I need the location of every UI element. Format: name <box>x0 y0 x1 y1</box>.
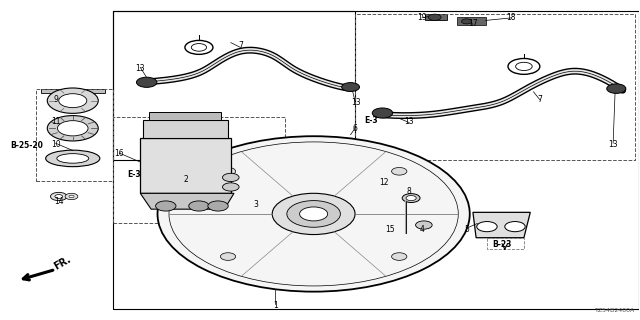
Polygon shape <box>143 120 228 138</box>
Circle shape <box>415 221 432 229</box>
Text: 14: 14 <box>54 197 63 206</box>
Circle shape <box>220 253 236 260</box>
Text: 13: 13 <box>351 99 360 108</box>
Text: 13: 13 <box>136 63 145 73</box>
Text: 19: 19 <box>417 13 427 22</box>
Circle shape <box>47 88 99 113</box>
Polygon shape <box>140 193 234 209</box>
Polygon shape <box>41 89 105 93</box>
Text: 2: 2 <box>184 174 189 184</box>
Circle shape <box>505 221 525 232</box>
Polygon shape <box>425 14 447 20</box>
Circle shape <box>477 221 497 232</box>
Circle shape <box>287 201 340 227</box>
Circle shape <box>51 192 67 201</box>
Circle shape <box>607 84 626 93</box>
Text: 12: 12 <box>379 178 388 187</box>
Text: FR.: FR. <box>52 254 73 272</box>
Text: 13: 13 <box>608 140 618 148</box>
Circle shape <box>208 201 228 211</box>
Text: 10: 10 <box>51 140 60 148</box>
Circle shape <box>136 77 157 87</box>
Circle shape <box>300 207 328 221</box>
Circle shape <box>69 195 74 198</box>
Circle shape <box>428 14 441 20</box>
Circle shape <box>189 201 209 211</box>
Polygon shape <box>149 112 221 120</box>
Text: 7: 7 <box>538 95 542 104</box>
Polygon shape <box>388 180 399 187</box>
Polygon shape <box>457 17 486 25</box>
Circle shape <box>406 196 416 201</box>
Circle shape <box>220 167 236 175</box>
Text: 6: 6 <box>353 124 358 133</box>
Circle shape <box>223 183 239 191</box>
Text: 13: 13 <box>404 117 414 126</box>
Circle shape <box>272 193 355 235</box>
Text: 5: 5 <box>464 225 469 234</box>
Circle shape <box>402 194 420 203</box>
Circle shape <box>58 121 88 136</box>
Text: 4: 4 <box>419 225 424 234</box>
Circle shape <box>342 83 360 92</box>
Polygon shape <box>140 138 231 193</box>
Polygon shape <box>473 212 531 238</box>
Circle shape <box>372 108 393 118</box>
Circle shape <box>392 167 407 175</box>
Text: 15: 15 <box>385 225 395 234</box>
Text: 3: 3 <box>254 200 259 209</box>
Text: 7: 7 <box>238 41 243 50</box>
Text: TZ54B2400A: TZ54B2400A <box>595 308 636 313</box>
Text: 17: 17 <box>468 19 477 28</box>
Circle shape <box>461 19 472 24</box>
Text: 11: 11 <box>51 117 60 126</box>
Text: 8: 8 <box>407 187 412 196</box>
Text: B-23: B-23 <box>492 240 511 249</box>
Circle shape <box>156 201 176 211</box>
Circle shape <box>392 253 407 260</box>
Circle shape <box>55 195 63 198</box>
Circle shape <box>47 116 99 141</box>
Text: E-3: E-3 <box>127 170 141 179</box>
Ellipse shape <box>57 154 89 163</box>
Text: B-25-20: B-25-20 <box>10 141 44 150</box>
Circle shape <box>223 173 239 181</box>
Text: E-3: E-3 <box>364 116 378 125</box>
Text: 18: 18 <box>506 13 516 22</box>
Circle shape <box>65 193 78 200</box>
Text: 16: 16 <box>115 149 124 158</box>
Circle shape <box>59 94 87 108</box>
Ellipse shape <box>45 150 100 167</box>
Circle shape <box>157 136 470 292</box>
Text: 1: 1 <box>273 301 278 310</box>
Text: 9: 9 <box>53 95 58 104</box>
